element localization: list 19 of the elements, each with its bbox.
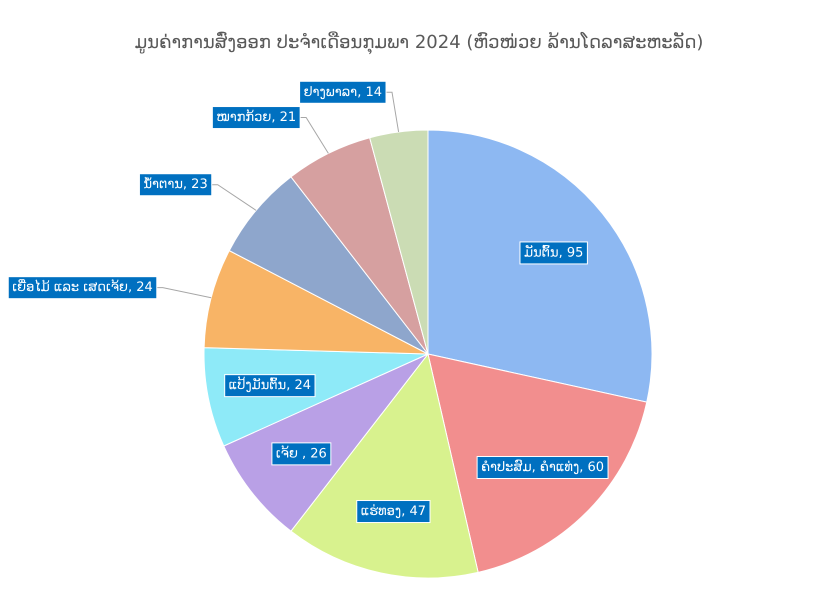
data-label: , 95 [558, 245, 584, 260]
data-label: , 24 [286, 378, 312, 394]
slice-label: ແປ້ງມັນຕົ້ນ [228, 376, 286, 394]
slice-label: ມັນຕົ້ນ [524, 244, 559, 260]
data-label: , 24 [128, 280, 153, 296]
slice-label: ຢາງພາລາ [304, 84, 358, 100]
slice-label: ແຮ່ທອງ [360, 504, 402, 520]
data-label: , 21 [271, 110, 296, 126]
data-label: , 47 [401, 504, 426, 520]
slice-label: ໝາກກ້ວຍ [216, 109, 272, 126]
slice-label: ເຈ້ຍ [276, 445, 302, 462]
data-label: , 14 [357, 84, 382, 100]
chart-title: ມູນຄ່າການສົ່ງອອກ ປະຈຳເດືອນກຸມພາ 2024 (ຫົວໜ່ວຍ ລ້ານໂດລາສະຫະລັດ) [134, 30, 704, 55]
data-label: , 26 [302, 446, 327, 462]
data-label: , 60 [579, 460, 604, 476]
data-label: , 23 [182, 177, 208, 192]
slice-label: ເຍື່ອໄມ້ ແລະ ເສດເຈ້ຍ [12, 278, 128, 296]
slice-label: ນ້ຳຕານ [143, 176, 183, 192]
slice-label: ຄຳປະສົມ, ຄຳແທ່ງ [481, 458, 580, 476]
